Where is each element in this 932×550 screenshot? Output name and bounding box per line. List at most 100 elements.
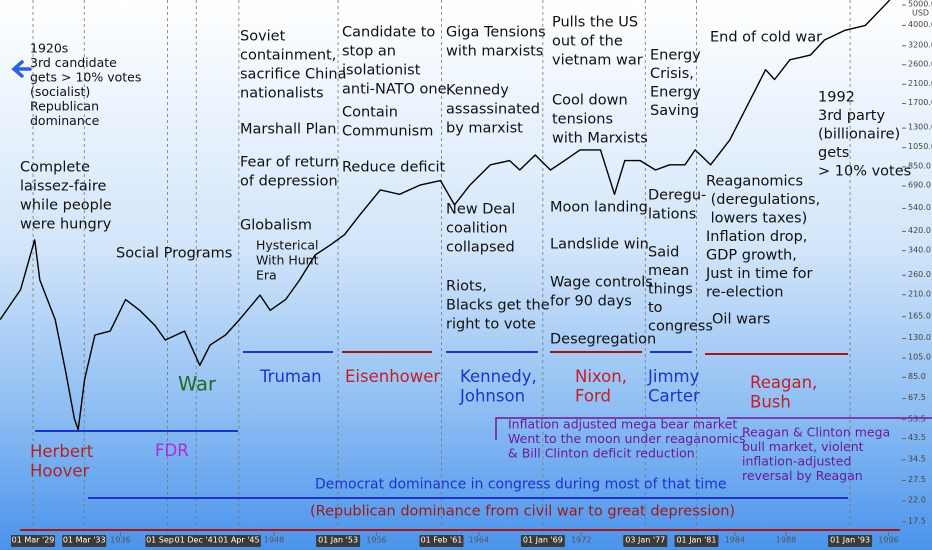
y-tick-label: 1050.0: [908, 142, 932, 151]
annotation: Wage controls: [550, 275, 653, 291]
annotation: 3rd candidate: [30, 55, 117, 70]
x-tick-label: 01 Mar '33: [63, 536, 106, 545]
x-tick-label: 01 Jan '93: [830, 536, 870, 545]
annotation: assassinated: [446, 102, 540, 118]
annotation: laissez-faire: [20, 179, 106, 195]
annotation: Democrat dominance in congress during mo…: [315, 477, 726, 493]
annotation: right to vote: [446, 317, 536, 333]
annotation: containment,: [240, 48, 336, 64]
x-tick-box: [623, 535, 668, 547]
y-tick-label: 17.5: [908, 516, 926, 525]
annotation: Herbert: [30, 442, 94, 461]
x-tick-label: 01 Mar '29: [12, 536, 55, 545]
x-tick-label: 01 Apr '45: [218, 536, 259, 545]
annotation: 1992: [818, 90, 855, 106]
back-arrow-icon[interactable]: [11, 60, 32, 78]
annotation: vietnam war: [552, 53, 643, 69]
y-tick-label: 850.0: [908, 162, 931, 171]
annotation: Pulls the US: [552, 15, 638, 31]
annotation: with marxists: [446, 44, 543, 60]
annotation: re-election: [706, 285, 783, 301]
annotation: Social Programs: [116, 246, 232, 262]
x-tick-label: 01 Jan '53: [318, 536, 358, 545]
annotation: Candidate to: [342, 25, 435, 41]
annotation: Blacks get the: [446, 298, 550, 314]
grid: 5000.0 4000.0 3200.0 2600.0 2100.0 1700.0 1300…: [11, 0, 932, 547]
annotation: Moon landing: [550, 200, 648, 216]
annotation: Went to the moon under reaganomics: [508, 431, 746, 446]
annotation: Cool down: [552, 93, 628, 109]
annotation: Fear of return: [240, 155, 339, 171]
annotation: Republican: [30, 99, 99, 114]
x-tick-label: 01 Sep '39: [146, 536, 189, 545]
x-tick-label: 01 Feb '61: [421, 536, 463, 545]
y-tick-label: 85.0: [908, 372, 926, 381]
annotation: while people: [20, 198, 112, 214]
annotation: Jimmy: [647, 367, 700, 386]
annotation: New Deal: [446, 202, 515, 218]
annotation: Said: [648, 245, 679, 261]
y-tick-label: 4000.0: [908, 20, 932, 29]
y-tick-label: 67.5: [908, 393, 926, 402]
annotation: Kennedy: [446, 83, 509, 99]
annotation: anti-NATO one: [342, 82, 447, 98]
annotation: Johnson: [459, 387, 525, 406]
x-tick-label: 1972: [571, 536, 591, 545]
annotation: With Hunt: [256, 253, 319, 268]
y-tick-label: 210.0: [908, 289, 931, 298]
annotation: with Marxists: [552, 131, 648, 147]
y-tick-label: 165.0: [908, 311, 931, 320]
annotation: Soviet: [240, 29, 286, 45]
annotation: Complete: [20, 160, 90, 176]
y-tick-label: 22.0: [908, 495, 926, 504]
x-tick-box: [11, 535, 56, 547]
annotation: Oil wars: [712, 312, 770, 328]
x-tick-label: 1988: [776, 536, 796, 545]
y-tick-label: 3200.0: [908, 40, 932, 49]
annotation: for 90 days: [550, 294, 632, 310]
x-tick-box: [174, 535, 219, 547]
annotation: Inflation adjusted mega bear market: [508, 417, 737, 432]
annotation: Bush: [750, 393, 791, 412]
plot: [0, 0, 891, 431]
annotation: isolationist: [342, 63, 421, 79]
x-tick-box: [520, 535, 565, 547]
y-tick-label: 690.0: [908, 181, 931, 190]
y-tick-label: 53.5: [908, 414, 926, 423]
annotation: Energy: [650, 48, 701, 64]
annotation: sacrifice China: [240, 67, 346, 83]
y-tick-label: 340.0: [908, 245, 931, 254]
y-tick-label: 2600.0: [908, 59, 932, 68]
y-tick-label: 43.5: [908, 433, 926, 442]
annotation: Carter: [648, 387, 700, 406]
annotation: Ford: [575, 387, 611, 406]
annotation: nationalists: [240, 86, 324, 102]
x-tick-label: 1956: [366, 536, 386, 545]
y-tick-label: 5000.0: [908, 0, 932, 9]
annotation: Globalism: [240, 218, 312, 234]
x-tick-box: [828, 535, 873, 547]
annotation: were hungry: [20, 217, 112, 233]
x-tick-box: [419, 535, 464, 547]
period-rules: [20, 351, 932, 531]
annotation: bull market, violent: [742, 439, 864, 454]
annotation: of depression: [240, 174, 338, 190]
annotation: FDR: [155, 441, 189, 460]
annotation: 1920s: [30, 41, 68, 56]
annotation: Era: [256, 268, 277, 283]
x-tick-label: 1964: [469, 536, 489, 545]
annotation: End of cold war: [710, 30, 822, 46]
x-tick-label: 01 Dec '41: [175, 536, 218, 545]
x-tick-label: 01 Jan '69: [523, 536, 563, 545]
y-tick-label: 2100.0: [908, 79, 932, 88]
annotation: collapsed: [446, 240, 515, 256]
y-tick-label: 420.0: [908, 226, 931, 235]
x-tick-box: [62, 535, 107, 547]
annotation: inflation-adjusted: [742, 454, 851, 469]
annotation: congress: [648, 319, 713, 335]
x-tick-label: 1984: [725, 536, 745, 545]
annotation: dominance: [30, 113, 100, 128]
annotation: Contain: [342, 105, 398, 121]
